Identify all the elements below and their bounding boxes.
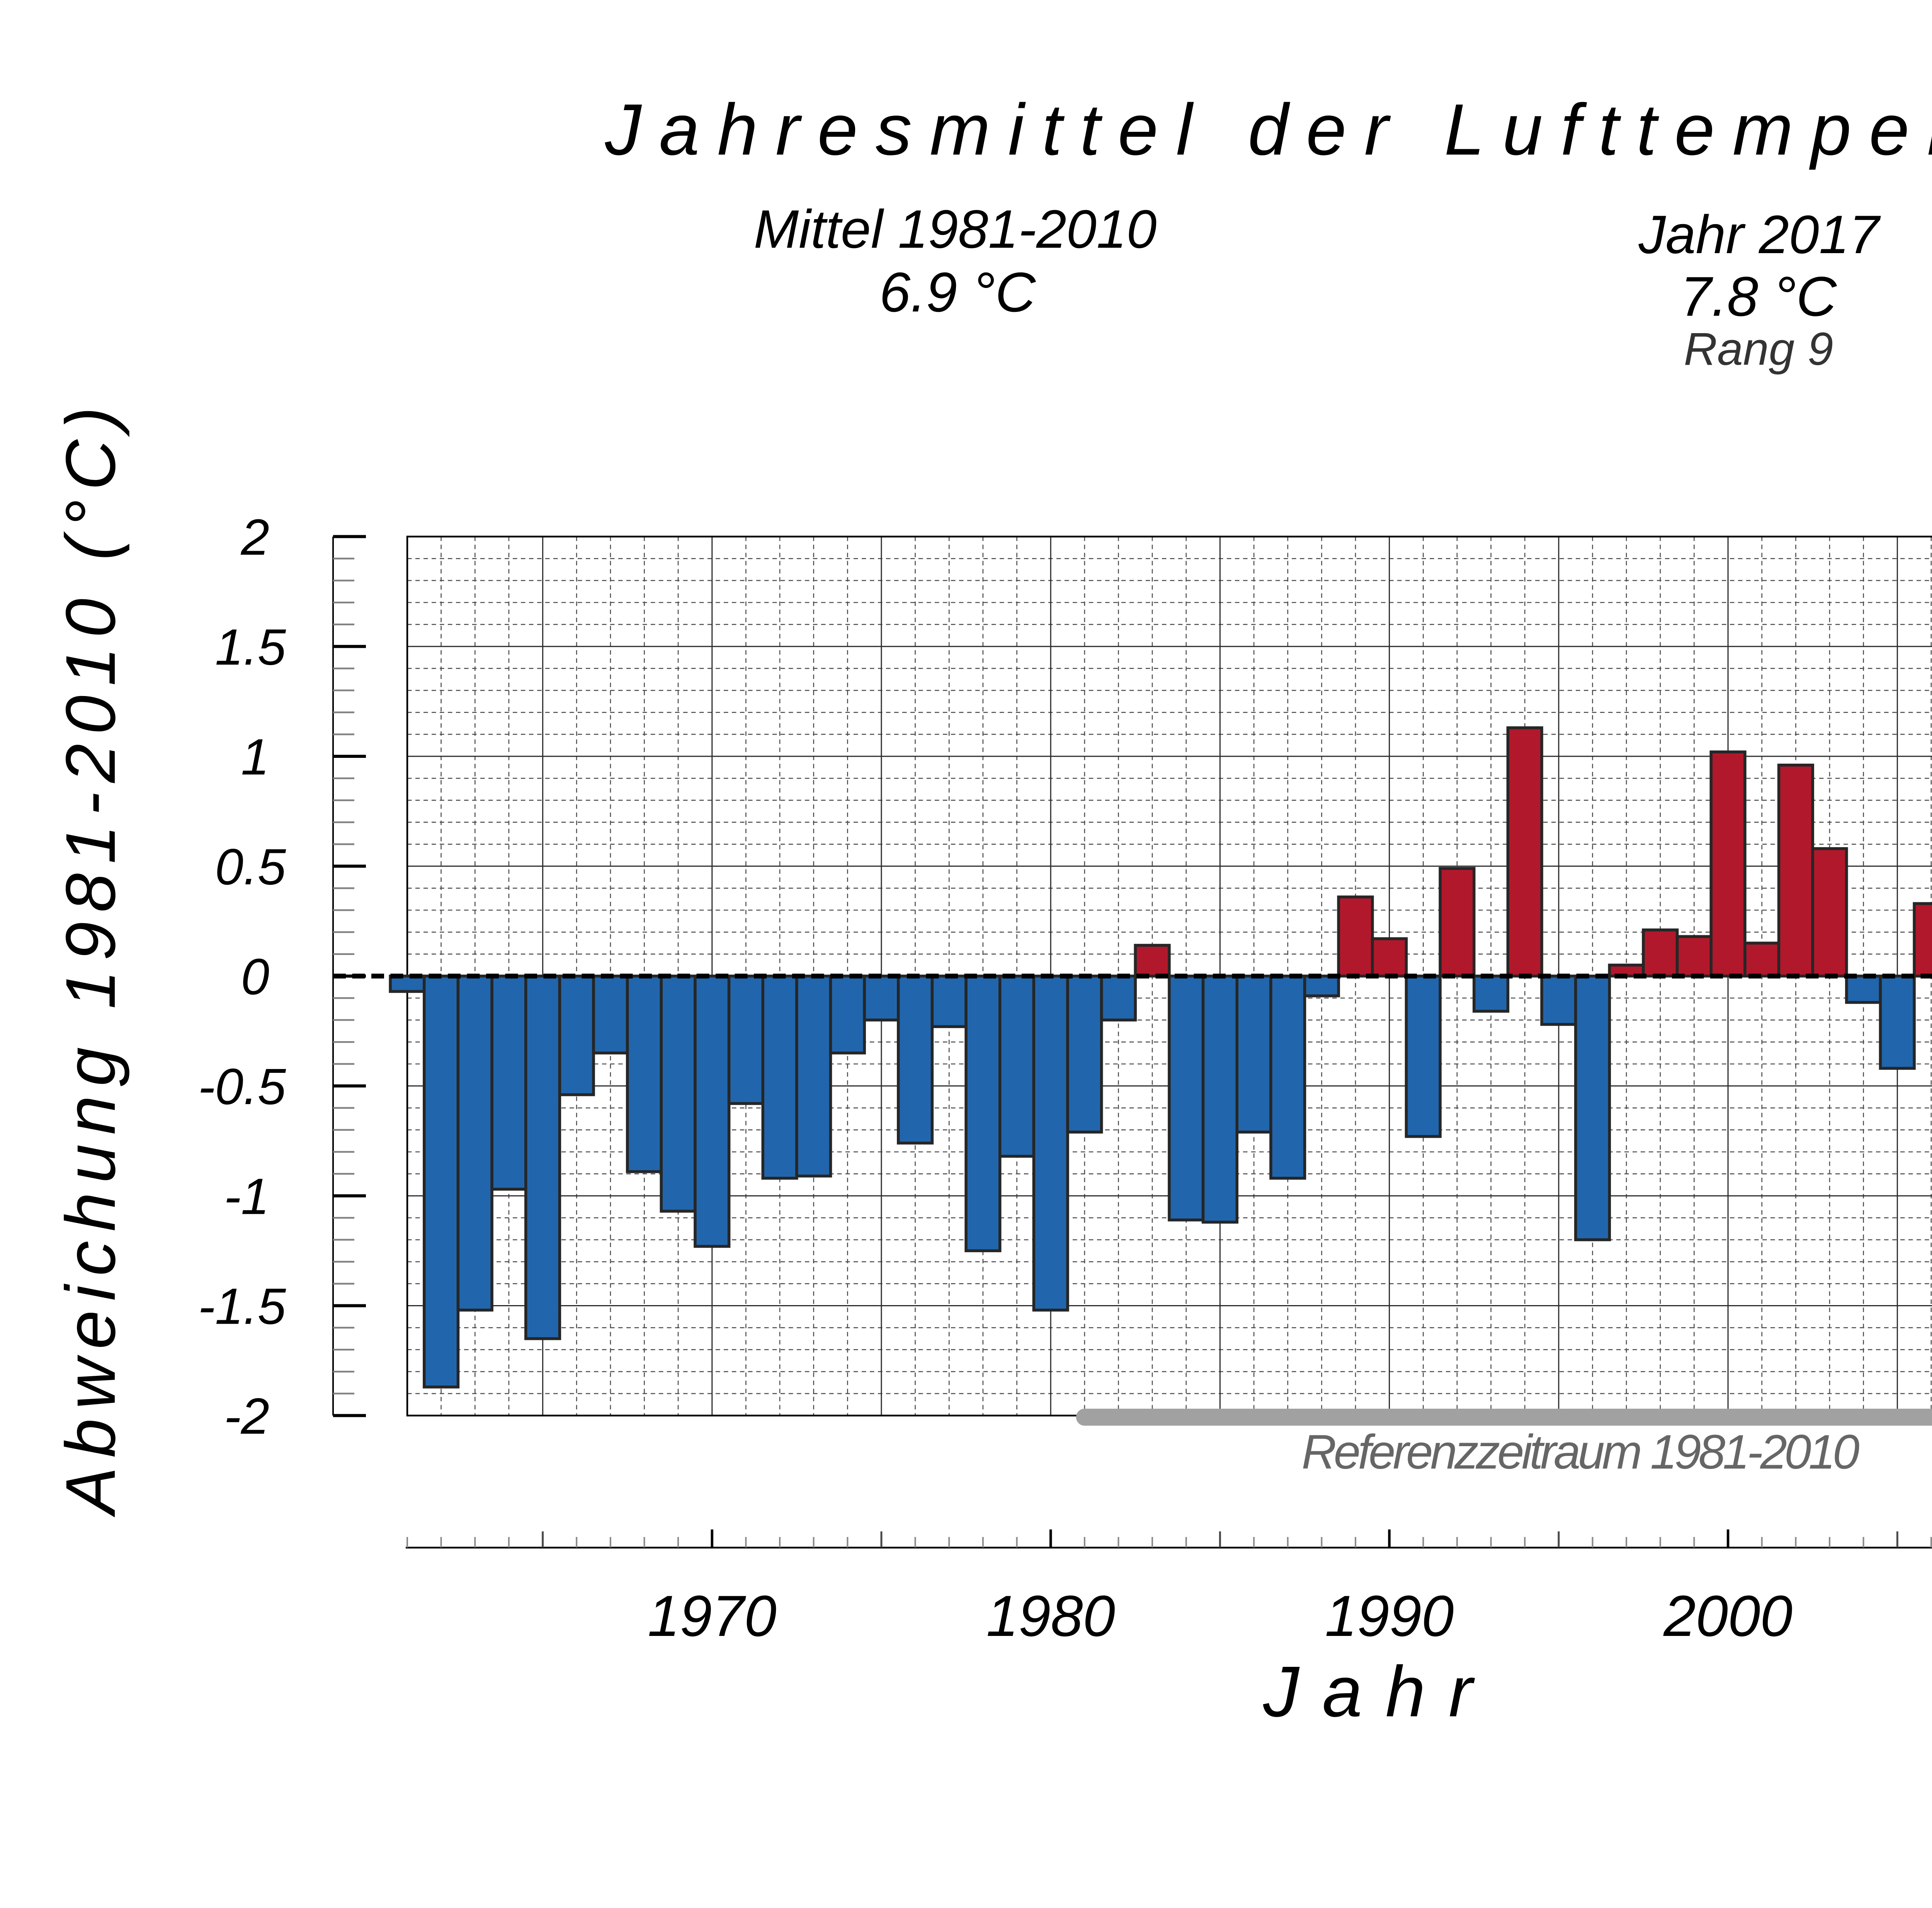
svg-text:1980: 1980 [986, 1583, 1115, 1648]
svg-text:Jahr: Jahr [1263, 1652, 1496, 1732]
svg-text:Referenzzeitraum 1981-2010: Referenzzeitraum 1981-2010 [1301, 1425, 1859, 1479]
svg-text:0: 0 [241, 948, 269, 1005]
svg-text:1970: 1970 [648, 1583, 777, 1648]
svg-text:Abweichung 1981-2010 (°C): Abweichung 1981-2010 (°C) [51, 398, 130, 1518]
svg-text:2: 2 [241, 509, 269, 565]
svg-text:1.5: 1.5 [215, 619, 286, 676]
svg-text:7.8 °C: 7.8 °C [1680, 265, 1837, 328]
svg-text:-2: -2 [224, 1388, 269, 1445]
svg-text:Rang 9: Rang 9 [1684, 323, 1833, 375]
svg-text:-1.5: -1.5 [198, 1278, 286, 1335]
svg-text:1990: 1990 [1325, 1583, 1454, 1648]
svg-text:Jahr 2017: Jahr 2017 [1638, 204, 1881, 265]
svg-text:1: 1 [241, 728, 269, 785]
svg-text:0.5: 0.5 [215, 838, 286, 895]
svg-text:6.9 °C: 6.9 °C [879, 261, 1036, 323]
svg-text:2000: 2000 [1663, 1583, 1793, 1648]
svg-text:-1: -1 [224, 1168, 269, 1225]
svg-text:-0.5: -0.5 [198, 1058, 286, 1115]
svg-text:Jahresmittel der Lufttemperatu: Jahresmittel der Lufttemperatur [605, 89, 1932, 170]
svg-text:Mittel 1981-2010: Mittel 1981-2010 [754, 199, 1157, 259]
